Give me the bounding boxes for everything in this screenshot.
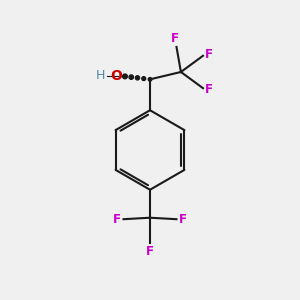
Text: H: H: [96, 69, 105, 82]
Circle shape: [148, 78, 152, 81]
Text: F: F: [171, 32, 179, 45]
Text: F: F: [179, 213, 187, 226]
Circle shape: [123, 74, 127, 79]
Circle shape: [142, 77, 146, 80]
Text: F: F: [146, 245, 154, 258]
Circle shape: [129, 75, 134, 79]
Circle shape: [135, 76, 140, 80]
Text: O: O: [111, 69, 123, 83]
Text: F: F: [113, 213, 121, 226]
Text: F: F: [206, 83, 213, 96]
Text: F: F: [206, 48, 213, 61]
